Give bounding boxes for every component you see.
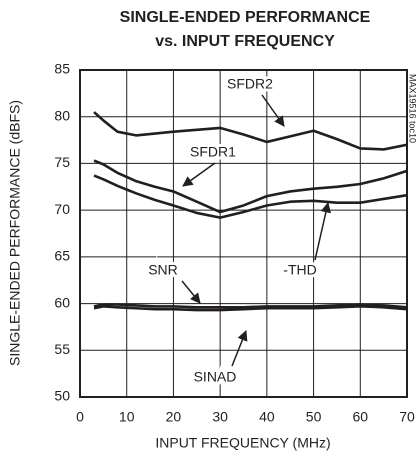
y-tick-label: 55: [54, 341, 70, 357]
chart-subtitle: vs. INPUT FREQUENCY: [155, 33, 335, 50]
data-line: [93, 174, 408, 219]
y-tick-label: 80: [54, 107, 70, 123]
x-tick-label: 50: [306, 409, 322, 425]
x-tick-label: 60: [352, 409, 368, 425]
figure-code: MAX19516 toc10: [408, 74, 418, 143]
y-tick-label: 50: [54, 388, 70, 404]
y-tick-label: 60: [54, 294, 70, 310]
data-line: [93, 159, 408, 214]
x-tick-label: 0: [76, 409, 84, 425]
x-tick-label: 70: [399, 409, 415, 425]
x-tick-label: 40: [259, 409, 275, 425]
y-tick-label: 70: [54, 201, 70, 217]
data-line: [93, 111, 408, 151]
annotation-arrow: [181, 280, 201, 304]
chart-title: SINGLE-ENDED PERFORMANCE: [120, 9, 371, 26]
series-label: SFDR2: [227, 76, 273, 92]
y-tick-label: 65: [54, 248, 70, 264]
annotation-arrow: [261, 94, 285, 127]
x-axis-label: INPUT FREQUENCY (MHz): [155, 435, 330, 451]
x-tick-label: 30: [212, 409, 228, 425]
series-label: SINAD: [194, 369, 237, 385]
x-tick-label: 20: [166, 409, 182, 425]
y-tick-label: 85: [54, 61, 70, 77]
annotation-arrow: [182, 162, 216, 187]
y-tick-label: 75: [54, 154, 70, 170]
annotation-arrow: [314, 201, 332, 261]
x-tick-label: 10: [119, 409, 135, 425]
annotation-arrow: [231, 330, 248, 367]
series-label: SNR: [148, 262, 178, 278]
series-label: -THD: [283, 262, 316, 278]
series-label: SFDR1: [190, 144, 236, 160]
data-line: [93, 303, 408, 309]
plot-frame: [79, 69, 408, 398]
data-line: [93, 305, 408, 312]
y-axis-label: SINGLE-ENDED PERFORMANCE (dBFS): [7, 100, 23, 366]
